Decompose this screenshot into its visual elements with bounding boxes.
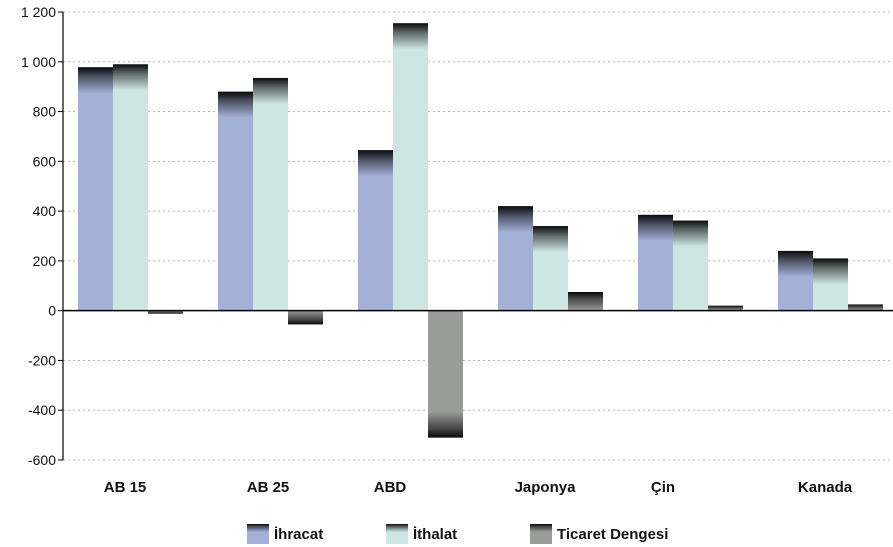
bar-shade [393,23,428,50]
bar-shade [218,91,253,118]
bar-shade [148,310,183,314]
bar-0-1 [218,91,253,311]
x-category-label: Çin [651,479,675,496]
bar-shade [253,77,288,104]
legend-swatch-shade [530,524,552,532]
bar-shade [288,310,323,325]
gridlines [63,11,893,461]
x-category-label: AB 25 [247,479,290,496]
y-tick-label: 400 [33,203,57,219]
bar-shade [638,214,673,241]
legend: İhracat İthalat Ticaret Dengesi [247,524,668,544]
bar-shade [848,304,883,311]
y-tick-label: -200 [28,352,56,368]
y-tick-label: 200 [33,253,57,269]
bar-shade [673,220,708,247]
y-axis-tick-labels: -600 -400 -200 0 200 400 600 800 1 000 1 200 [21,4,56,468]
bar-shade [568,292,603,311]
y-tick-label: -400 [28,402,56,418]
legend-label: İhracat [274,526,323,543]
bar-1-1 [253,77,288,311]
legend-label: İthalat [413,526,457,543]
y-tick-label: 800 [33,104,57,120]
y-tick-label: 600 [33,153,57,169]
legend-label: Ticaret Dengesi [557,526,668,543]
bar-0-0 [78,67,113,311]
x-category-label: Kanada [798,479,853,496]
axes [58,11,63,461]
x-category-label: ABD [374,479,407,496]
bar-0-2 [358,150,393,311]
bar-shade [533,226,568,253]
y-tick-label: 1 200 [21,4,56,20]
bar-shade [78,67,113,94]
x-category-label: AB 15 [104,479,147,496]
bar-shade [358,150,393,177]
y-tick-label: 0 [48,303,56,319]
bars [62,12,893,460]
bar-1-2 [393,23,428,311]
bar-shade [708,305,743,311]
bar-shade [778,250,813,277]
x-axis-category-labels: AB 15 AB 25 ABD Japonya Çin Kanada [104,479,853,496]
bar-1-0 [113,64,148,311]
y-tick-label: 1 000 [21,54,56,70]
bar-shade [498,206,533,233]
bar-shade [113,64,148,91]
bar-shade [813,258,848,285]
x-category-label: Japonya [515,479,577,496]
legend-swatch-shade [386,524,408,532]
y-tick-label: -600 [28,452,56,468]
bar-shade [428,411,463,438]
legend-swatch-shade [247,524,269,532]
